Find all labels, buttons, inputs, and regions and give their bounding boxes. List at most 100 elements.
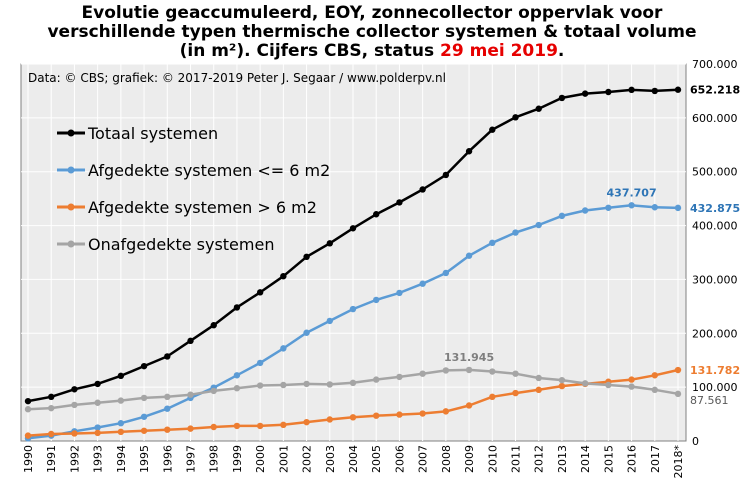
x-tick-label-10: 2000 — [254, 445, 267, 473]
series-2-point-18 — [442, 408, 450, 415]
series-0-point-20 — [489, 126, 496, 133]
series-2-point-12 — [303, 418, 310, 426]
series-0-point-18 — [442, 171, 450, 179]
series-2-point-4 — [117, 428, 125, 436]
x-tick-label-16: 2006 — [393, 445, 406, 473]
series-0-point-0 — [24, 397, 32, 405]
y-tick-label-7: 700.000 — [692, 58, 738, 71]
series-0-point-15 — [373, 211, 380, 218]
series-0-point-27 — [651, 87, 658, 95]
series-2-point-5 — [140, 427, 148, 434]
series-1-point-10 — [256, 359, 264, 367]
x-tick-label-3: 1993 — [92, 445, 105, 473]
series-2-point-7 — [187, 425, 194, 432]
series-3-point-21 — [512, 370, 519, 377]
series-2-point-8 — [210, 423, 217, 431]
x-tick-label-28: 2018* — [672, 445, 685, 479]
series-2-point-20 — [489, 393, 496, 401]
series-0-point-22 — [535, 105, 542, 112]
series-0-point-7 — [187, 337, 194, 345]
series-1-point-21 — [512, 229, 519, 236]
x-tick-label-23: 2013 — [556, 445, 569, 473]
chart-title-line1: Evolutie geaccumuleerd, EOY, zonnecollec… — [82, 3, 664, 23]
series-3-point-1 — [48, 404, 55, 412]
series-0-point-12 — [303, 253, 310, 261]
series-0-point-3 — [94, 380, 101, 388]
x-tick-label-6: 1996 — [161, 445, 174, 473]
x-tick-label-12: 2002 — [301, 445, 314, 473]
series-3-point-25 — [605, 381, 612, 389]
series-2-point-6 — [164, 426, 171, 433]
series-3-point-14 — [349, 379, 357, 387]
series-1-point-26 — [628, 202, 635, 209]
chart-title-prefix: (in m²). Cijfers CBS, status — [180, 41, 440, 61]
series-1-point-9 — [233, 372, 241, 379]
series-3-point-22 — [535, 374, 542, 382]
y-tick-label-1: 100.000 — [692, 381, 738, 394]
series-0-point-2 — [71, 386, 78, 393]
series-1-point-27 — [651, 204, 658, 211]
series-1-point-4 — [117, 420, 125, 427]
x-tick-label-21: 2011 — [510, 445, 523, 473]
x-tick-label-18: 2008 — [440, 445, 453, 473]
series-3-point-17 — [419, 370, 426, 377]
series-2-point-28 — [674, 366, 682, 374]
series-1-point-13 — [326, 317, 333, 325]
x-tick-label-5: 1995 — [138, 445, 151, 473]
legend-marker-3 — [67, 240, 75, 248]
chart-title-date: 29 mei 2019 — [440, 41, 558, 61]
series-1-point-19 — [465, 252, 473, 259]
series-1-point-18 — [442, 269, 450, 277]
series-0-point-10 — [256, 289, 264, 296]
series-3-point-5 — [140, 394, 148, 402]
series-3-point-11 — [280, 381, 287, 389]
credit-text: Data: © CBS; grafiek: © 2017-2019 Peter … — [28, 71, 446, 85]
series-3-point-28 — [674, 390, 682, 398]
series-3-point-20 — [489, 368, 496, 375]
series-0-point-4 — [117, 372, 125, 380]
series-1-point-24 — [581, 207, 589, 214]
series-0-point-1 — [48, 393, 55, 401]
y-tick-label-2: 200.000 — [692, 327, 738, 340]
series-0-point-17 — [419, 186, 426, 193]
y-tick-label-4: 400.000 — [692, 220, 738, 233]
series-1-point-5 — [140, 413, 148, 420]
series-1-point-12 — [303, 329, 310, 336]
series-1-point-23 — [558, 212, 566, 220]
series-1-point-14 — [349, 305, 357, 313]
series-2-point-15 — [373, 412, 380, 419]
series-2-point-10 — [256, 422, 264, 430]
legend-marker-0 — [67, 129, 75, 137]
series-1-point-28 — [674, 204, 682, 212]
x-tick-label-26: 2016 — [626, 445, 639, 473]
series-3-point-0 — [24, 406, 32, 413]
legend-marker-2 — [67, 203, 75, 211]
grid — [21, 63, 686, 441]
legend-marker-1 — [67, 166, 75, 174]
series-2-point-2 — [71, 430, 78, 437]
series-0-point-5 — [140, 362, 148, 370]
series-3-point-9 — [233, 385, 241, 392]
series-1-point-25 — [605, 204, 612, 211]
series-2-point-13 — [326, 416, 333, 423]
series-0-point-8 — [210, 322, 217, 329]
x-tick-label-2: 1992 — [68, 445, 81, 473]
x-tick-label-25: 2015 — [602, 445, 615, 473]
series-1-point-17 — [419, 280, 426, 287]
series-0-point-11 — [280, 272, 287, 280]
legend-label-0: Totaal systemen — [87, 124, 218, 143]
series-1-point-20 — [489, 239, 496, 247]
x-tick-label-20: 2010 — [486, 445, 499, 473]
x-tick-label-4: 1994 — [115, 445, 128, 473]
annotation-3: 131.782 — [690, 364, 740, 377]
y-tick-label-0: 0 — [692, 435, 699, 448]
legend: Totaal systemen Afgedekte systemen <= 6 m… — [57, 124, 330, 254]
x-tick-label-13: 2003 — [324, 445, 337, 473]
series-2-point-14 — [349, 414, 357, 421]
series-3-point-18 — [442, 367, 450, 374]
series-3-point-27 — [651, 386, 658, 394]
series-2-point-9 — [233, 422, 241, 430]
series-3-point-4 — [117, 397, 125, 404]
x-tick-label-15: 2005 — [370, 445, 383, 473]
chart-title-line3: (in m²). Cijfers CBS, status 29 mei 2019… — [180, 41, 565, 61]
